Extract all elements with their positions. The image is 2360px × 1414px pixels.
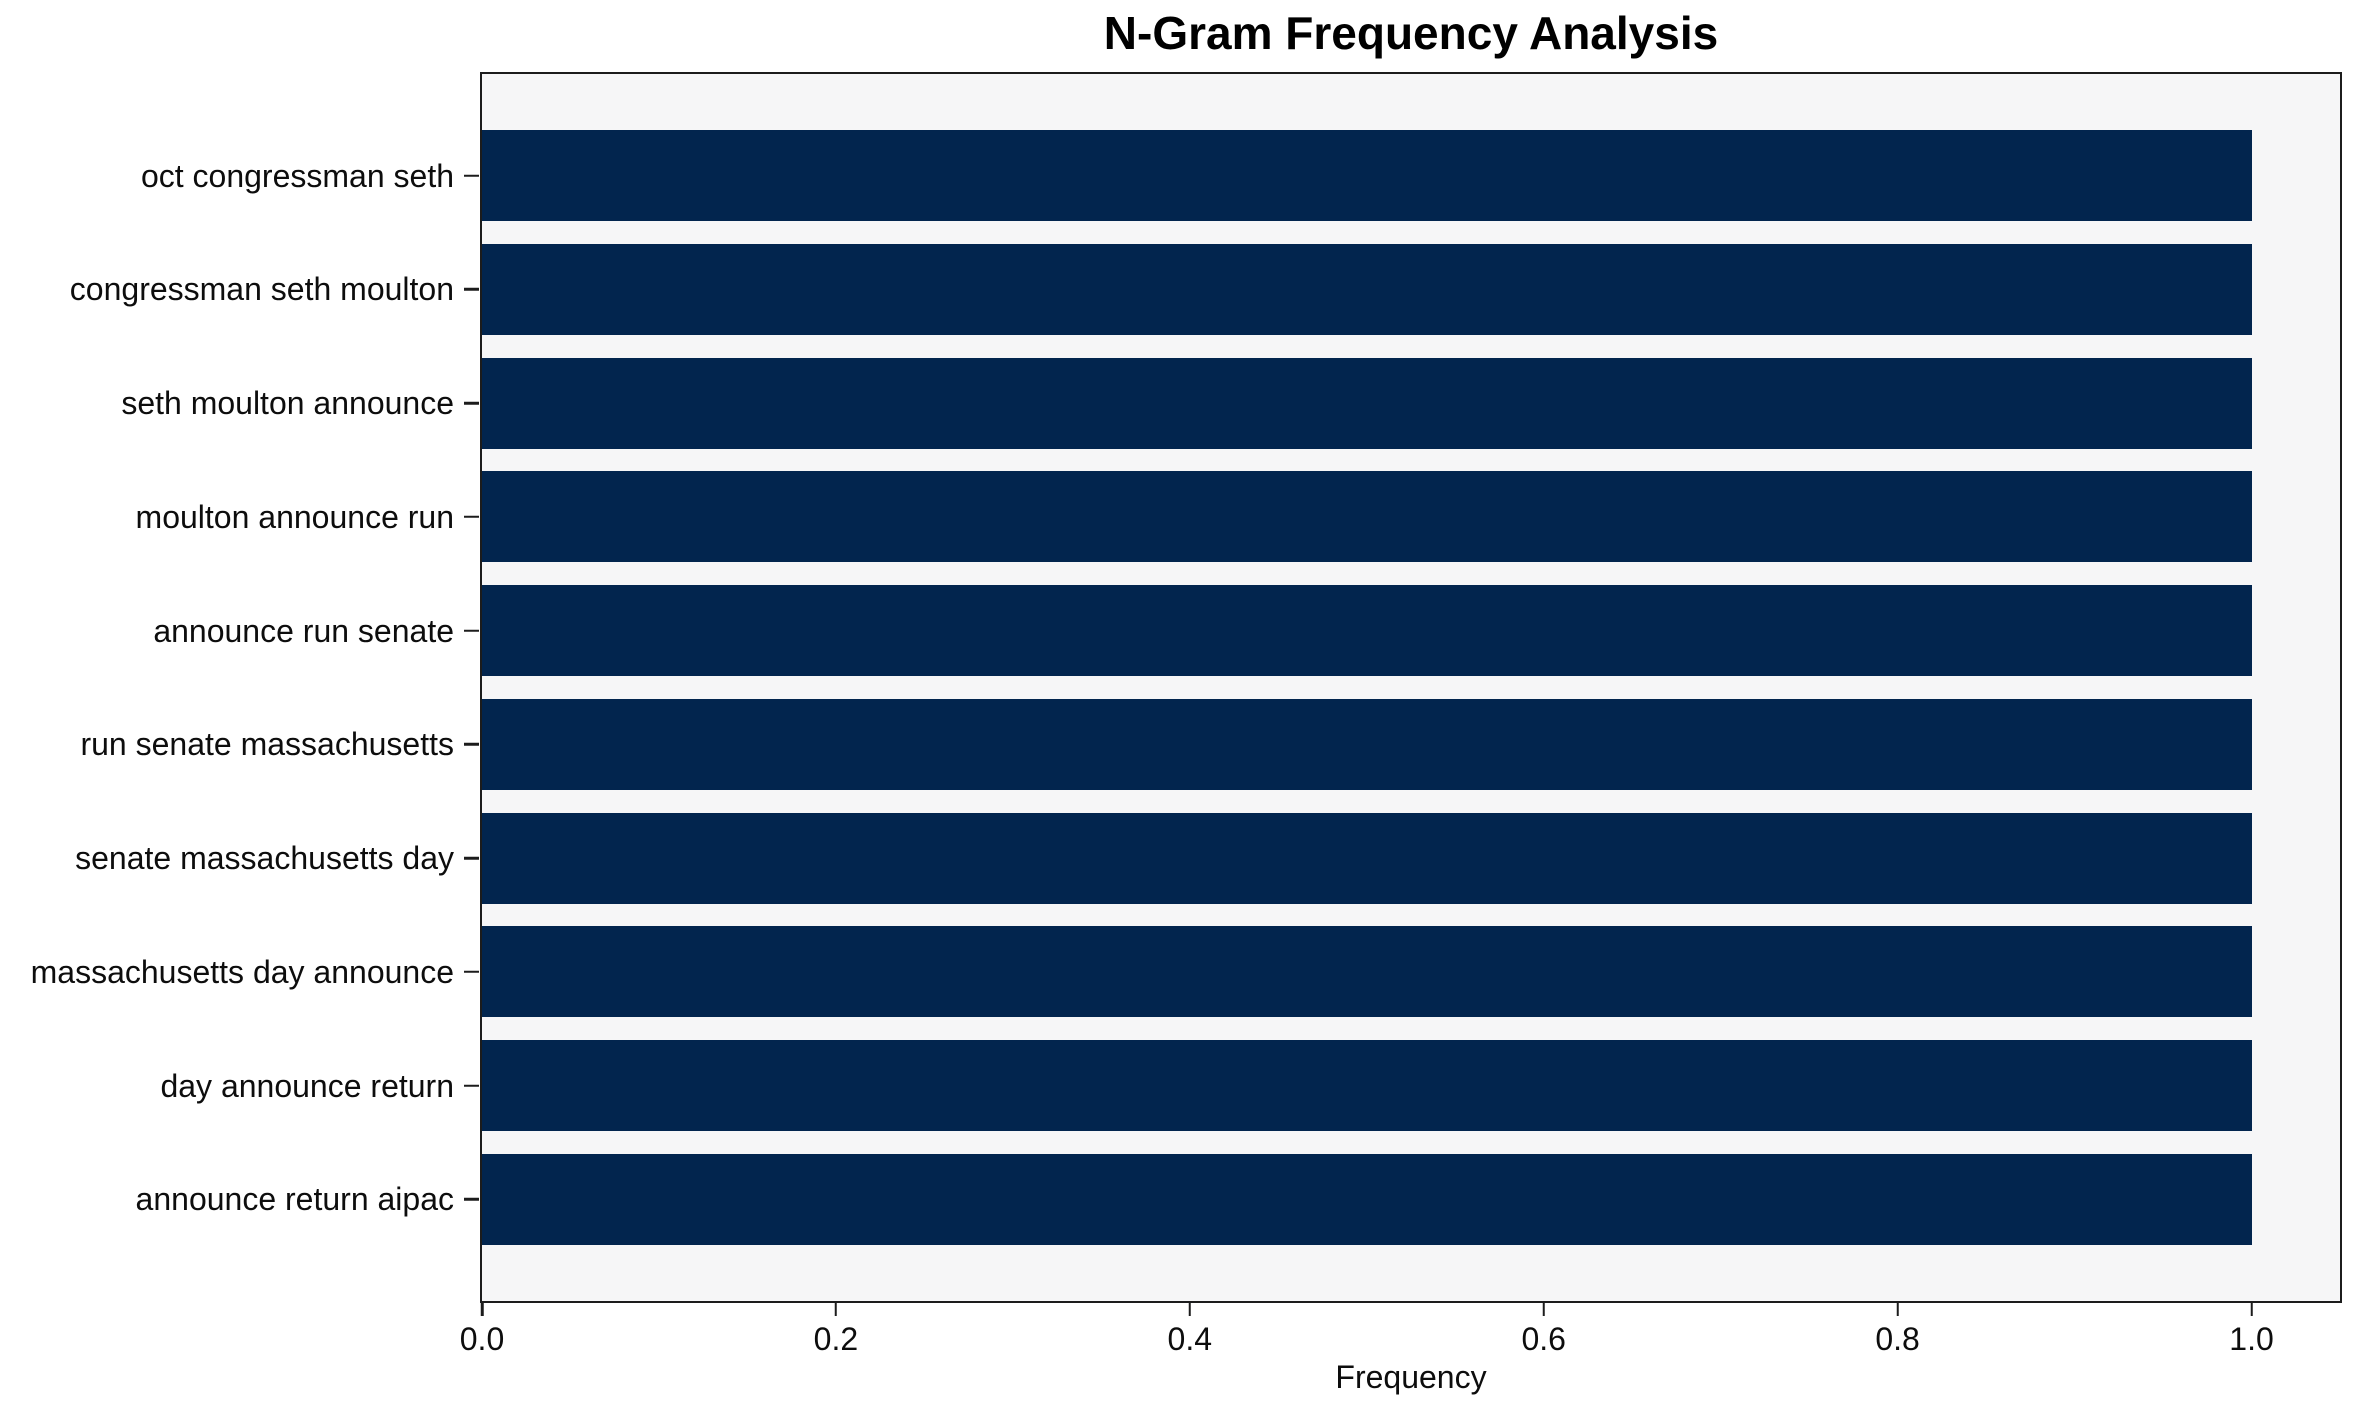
chart-title: N-Gram Frequency Analysis	[1103, 7, 1719, 59]
y-tick	[464, 174, 479, 177]
bar	[482, 812, 2252, 904]
x-tick-label: 1.0	[2229, 1321, 2274, 1357]
y-tick	[464, 856, 479, 860]
y-tick-label: seth moulton announce	[121, 385, 454, 422]
x-axis-label: Frequency	[1335, 1359, 1487, 1395]
y-tick	[464, 288, 479, 291]
y-tick	[464, 1198, 479, 1201]
bar-row: seth moulton announce	[121, 357, 2340, 449]
y-tick	[464, 1084, 479, 1087]
y-tick	[464, 629, 479, 632]
y-tick	[464, 970, 479, 974]
x-tick	[834, 1301, 838, 1316]
bar-row: congressman seth moulton	[70, 243, 2340, 335]
x-tick-label: 0.6	[1521, 1321, 1566, 1357]
y-tick-label: announce return aipac	[135, 1181, 454, 1218]
y-tick-label: congressman seth moulton	[69, 271, 454, 308]
bar-row: massachusetts day announce	[31, 926, 2340, 1018]
bar	[482, 471, 2252, 563]
y-tick	[464, 743, 479, 746]
x-tick	[2250, 1301, 2253, 1316]
y-tick-label: oct congressman seth	[140, 157, 454, 194]
bar	[482, 130, 2252, 221]
bars: oct congressman seth congressman seth mo…	[31, 74, 2340, 1301]
y-tick-label: announce run senate	[153, 612, 454, 649]
bar-row: senate massachusetts day	[75, 812, 2340, 904]
y-tick	[464, 401, 479, 405]
y-tick-label: run senate massachusetts	[80, 726, 454, 763]
x-tick-label: 0.0	[459, 1321, 505, 1357]
y-tick-label: massachusetts day announce	[30, 953, 454, 990]
x-tick-label: 0.2	[813, 1321, 859, 1357]
x-tick	[1188, 1301, 1192, 1316]
x-tick-label: 0.4	[1167, 1321, 1213, 1357]
y-tick	[464, 515, 479, 519]
bar-row: day announce return	[160, 1040, 2340, 1132]
bar	[482, 926, 2252, 1018]
bar	[482, 357, 2252, 449]
y-tick-label: senate massachusetts day	[75, 840, 454, 877]
bar-row: oct congressman seth	[141, 130, 2340, 221]
x-tick	[480, 1301, 484, 1316]
y-tick-label: moulton announce run	[135, 498, 454, 535]
plot-area: oct congressman seth congressman seth mo…	[31, 72, 2342, 1393]
x-tick-label: 0.8	[1875, 1321, 1920, 1357]
bar	[482, 1040, 2252, 1132]
bar-row: announce return aipac	[136, 1153, 2340, 1245]
bar	[482, 1153, 2252, 1245]
x-tick	[1896, 1301, 1899, 1316]
y-tick-label: day announce return	[160, 1067, 454, 1104]
bar	[482, 698, 2252, 790]
bar	[482, 243, 2252, 335]
x-tick	[1542, 1301, 1545, 1316]
bar	[482, 585, 2252, 677]
bar-row: run senate massachusetts	[80, 698, 2340, 790]
bar-row: announce run senate	[153, 585, 2340, 677]
bar-row: moulton announce run	[136, 471, 2340, 563]
